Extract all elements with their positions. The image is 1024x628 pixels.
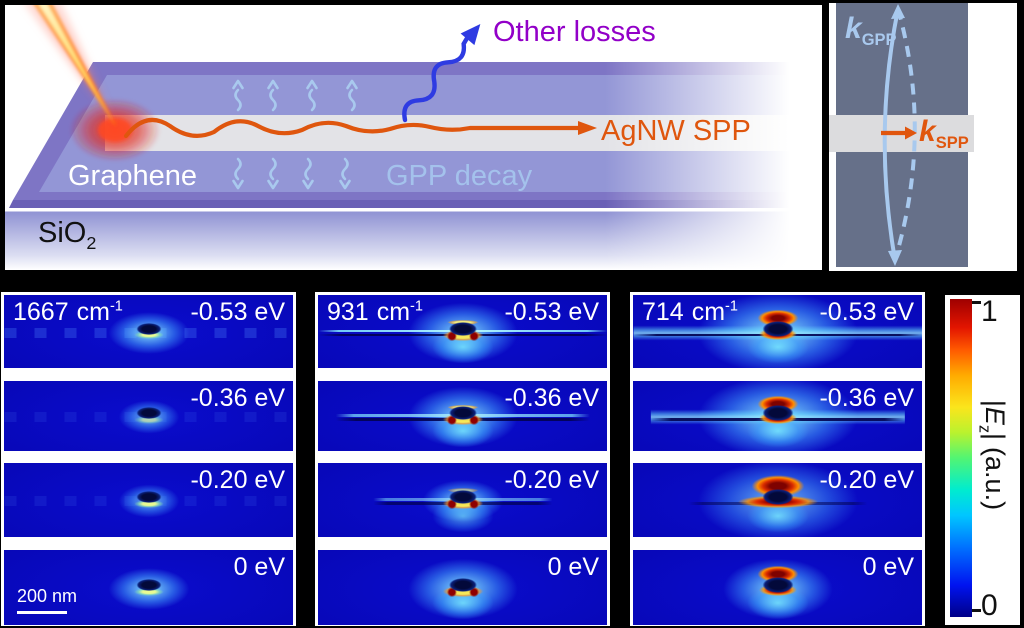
agnw-spp-label: AgNW SPP [601,115,751,147]
k-gpp-subscript: GPP [861,31,897,49]
nanowire-cross-section [448,321,477,336]
colorbar: 1 0 |Ez|(a.u.) [945,295,1020,625]
colorbar-label-open: | [980,399,1010,407]
field-hotspot [130,498,167,513]
scalebar: 200 nm [17,586,77,614]
field-panel: -0.20 eV [4,463,293,537]
field-hotspot-top [443,395,482,411]
k-spp-label: kSPP [919,117,969,152]
field-panel: -0.20 eV [318,463,607,537]
fermi-label: -0.53 eV [190,298,285,326]
fermi-label: -0.53 eV [504,298,599,326]
k-gpp-label: kGPP [845,14,897,49]
wavenumber-exponent: -1 [410,298,423,315]
nanowire-cross-section [448,577,477,592]
field-panel: -0.36 eV [4,381,293,451]
scalebar-line [17,611,67,614]
wavenumber-unit: cm [76,298,110,326]
field-panel: 0 eV [633,550,922,625]
sio2-subscript: 2 [86,232,97,253]
colorbar-min: 0 [981,589,998,622]
graphene-label: Graphene [68,160,197,192]
momentum-inset [829,3,1017,271]
sio2-text: SiO [38,217,87,249]
colorbar-label-close: | [980,433,1010,441]
k-spp-subscript: SPP [935,134,969,152]
schematic-panel [5,5,822,270]
wavenumber-unit: cm [691,298,726,326]
other-losses-arrow [402,23,481,123]
spp-wave-arrow [123,117,597,139]
schematic-drawing [5,5,822,270]
nanowire-cross-section [136,322,161,335]
colorbar-max: 1 [981,295,998,328]
sio2-label: SiO2 [38,219,96,252]
field-panel: -0.36 eV [633,381,922,451]
momentum-drawing [829,3,974,267]
wavenumber-label: 714 cm-1 [642,298,738,327]
wavenumber-label: 931 cm-1 [327,298,423,327]
nanowire-cross-section [448,406,477,421]
nanowire-cross-section [136,407,161,420]
wavenumber-exponent: -1 [725,298,738,315]
colorbar-gradient [950,299,972,617]
field-panel: 0 eV 200 nm [4,550,293,625]
field-hotspot [130,414,167,429]
kspp-arrow [881,126,917,140]
wavenumber-label: 1667 cm-1 [13,298,123,327]
fermi-label: -0.36 eV [190,384,285,412]
field-panel: 1667 cm-1 -0.53 eV [4,295,293,368]
wavenumber-unit: cm [376,298,411,326]
fermi-label: -0.53 eV [819,298,914,326]
field-panel: 714 cm-1 -0.53 eV [633,295,922,368]
field-panel: -0.36 eV [318,381,607,451]
field-column-931: 931 cm-1 -0.53 eV -0.36 eV -0.20 eV [315,292,610,626]
nanowire-cross-section [762,576,793,593]
fermi-label: -0.36 eV [504,384,599,412]
k-spp-symbol: k [919,115,936,148]
colorbar-label-subscript: z [975,424,994,434]
wavenumber-value: 714 [642,298,684,326]
field-hotspot [130,586,167,601]
wavenumber-exponent: -1 [109,298,123,315]
laser-beam [25,5,117,127]
fermi-label: -0.20 eV [819,466,914,494]
fermi-label: -0.36 eV [819,384,914,412]
field-column-1667: 1667 cm-1 -0.53 eV -0.36 eV -0.20 eV 0 eV [1,292,296,626]
field-panel: -0.20 eV [633,463,922,537]
field-panel: 0 eV [318,550,607,625]
field-hotspot-top [443,310,482,326]
wavenumber-value: 931 [327,298,369,326]
other-losses-label: Other losses [493,16,656,48]
scalebar-label: 200 nm [17,586,78,606]
excitation-glow [69,98,161,162]
colorbar-label-unit: (a.u.) [980,447,1010,511]
wavenumber-value: 1667 [13,298,69,326]
colorbar-tick-min [972,609,981,612]
colorbar-tick-max [972,301,981,304]
field-hotspot-top [443,478,482,494]
nanowire-cross-section [136,491,161,504]
fermi-label: -0.20 eV [190,466,285,494]
fermi-label: 0 eV [233,553,285,581]
colorbar-axis-label: |Ez|(a.u.) [976,380,1010,530]
nanowire-cross-section [136,578,161,591]
gpp-decay-label: GPP decay [386,160,533,192]
fade-overlay [605,5,822,270]
fermi-label: -0.20 eV [504,466,599,494]
nanowire-cross-section [762,405,793,422]
fermi-label: 0 eV [862,553,914,581]
field-column-714: 714 cm-1 -0.53 eV -0.36 eV -0.20 eV [630,292,925,626]
nanowire-cross-section [448,490,477,505]
nanowire-cross-section [762,320,793,337]
field-hotspot [130,330,167,345]
colorbar-label-symbol: E [980,406,1010,425]
field-panel: 931 cm-1 -0.53 eV [318,295,607,368]
k-gpp-symbol: k [845,12,862,45]
fermi-label: 0 eV [547,553,599,581]
nanowire-cross-section [762,489,793,506]
